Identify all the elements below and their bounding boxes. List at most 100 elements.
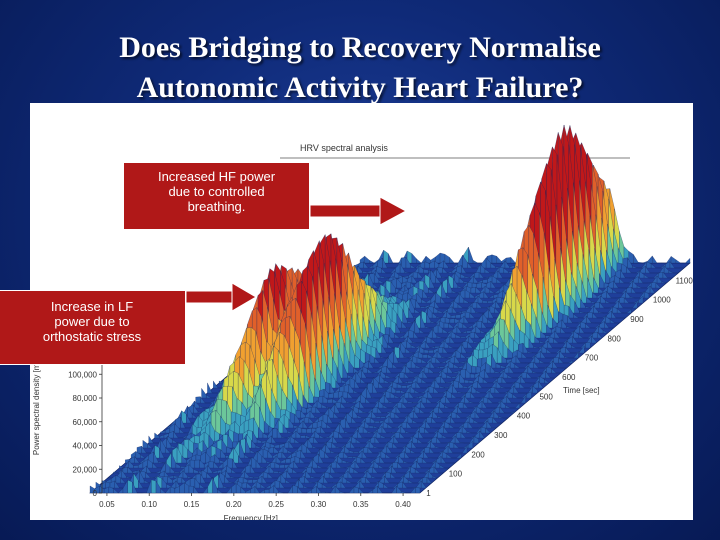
surface-slice [300, 435, 306, 439]
surface-slice [388, 253, 394, 264]
surface-slice [487, 417, 493, 424]
surface-slice [247, 479, 253, 484]
surface-slice [365, 476, 371, 484]
surface-slice [439, 366, 445, 369]
surface-slice [644, 291, 650, 299]
surface-slice [471, 365, 477, 374]
surface-slice [520, 395, 526, 404]
surface-slice [320, 426, 326, 434]
surface-slice [378, 464, 384, 469]
surface-slice [424, 447, 430, 454]
surface-slice [491, 427, 497, 429]
surface-slice [287, 450, 293, 454]
surface-slice [649, 285, 655, 294]
surface-slice [401, 421, 407, 429]
surface-slice [323, 475, 329, 484]
y-tick-label: 20,000 [73, 465, 98, 474]
surface-slice [473, 436, 479, 444]
surface-slice [381, 366, 387, 374]
z-tick-label: 300 [494, 431, 508, 440]
surface-slice [396, 472, 402, 474]
surface-slice [468, 247, 474, 264]
surface-slice [188, 485, 194, 494]
figure-panel: HRV spectral analysis 0 20,000 40,000 60,000… [30, 103, 693, 520]
surface-slice [655, 282, 661, 289]
surface-slice [273, 471, 279, 474]
surface-slice [253, 476, 259, 479]
surface-slice [591, 335, 597, 344]
surface-slice [394, 432, 400, 439]
surface-slice [194, 459, 200, 469]
surface-slice [551, 368, 557, 374]
surface-slice [208, 461, 214, 469]
surface-slice [475, 366, 481, 374]
surface-slice [474, 272, 480, 279]
y-tick-label: 60,000 [73, 418, 98, 427]
surface-slice [432, 475, 438, 479]
surface-slice [480, 409, 486, 414]
x-tick-label: 0.20 [226, 500, 242, 509]
surface-slice [438, 392, 444, 394]
surface-slice [611, 310, 617, 319]
surface-slice [420, 306, 426, 309]
surface-slice [626, 309, 632, 314]
surface-slice [505, 405, 511, 409]
lf-arrow-icon [186, 282, 257, 312]
surface-slice [177, 477, 183, 484]
surface-slice [136, 445, 142, 454]
surface-slice [326, 487, 332, 489]
surface-slice [358, 261, 364, 269]
surface-slice [392, 462, 398, 469]
surface-slice [397, 402, 403, 409]
surface-slice [312, 421, 318, 429]
surface-slice [485, 427, 491, 434]
callout-hf-line: breathing. [187, 199, 246, 214]
surface-slice [311, 406, 317, 414]
surface-slice [487, 300, 493, 304]
surface-slice [227, 458, 233, 469]
surface-slice [386, 365, 392, 374]
surface-slice [498, 267, 504, 274]
surface-slice [398, 361, 403, 364]
surface-slice [412, 402, 418, 404]
surface-slice [358, 426, 364, 434]
surface-slice [461, 392, 467, 394]
surface-slice [127, 479, 133, 494]
surface-slice [354, 460, 361, 469]
x-tick-label: 0.35 [353, 500, 369, 509]
surface-slice [467, 441, 473, 449]
surface-slice [633, 254, 639, 264]
surface-slice [344, 431, 350, 434]
surface-slice [342, 391, 348, 399]
surface-slice [372, 466, 378, 474]
surface-slice [288, 441, 294, 449]
surface-slice [497, 270, 503, 279]
surface-slice [260, 466, 266, 469]
surface-slice [151, 479, 157, 494]
surface-slice [306, 466, 312, 474]
surface-slice [379, 455, 385, 464]
surface-slice [460, 336, 466, 339]
surface-slice [401, 385, 407, 389]
surface-slice [133, 465, 139, 469]
surface-slice [292, 485, 298, 494]
title-line-1: Does Bridging to Recovery Normalise [119, 31, 601, 64]
surface-slice [311, 466, 317, 474]
surface-slice [415, 487, 421, 494]
surface-slice [470, 373, 475, 379]
surface-slice [278, 491, 284, 494]
surface-slice [671, 256, 676, 264]
surface-slice [436, 436, 442, 444]
surface-slice [475, 311, 481, 314]
surface-slice [651, 282, 657, 289]
surface-slice [632, 301, 638, 309]
z-tick-label: 100 [449, 470, 463, 479]
surface-slice [435, 252, 441, 264]
surface-slice [350, 441, 356, 449]
surface-slice [675, 259, 681, 264]
surface-slice [421, 480, 426, 489]
hrv-surface-chart: HRV spectral analysis 0 20,000 40,000 60,000… [32, 124, 693, 520]
surface-slice [532, 371, 538, 374]
surface-slice [453, 442, 459, 449]
surface-slice [638, 261, 643, 264]
